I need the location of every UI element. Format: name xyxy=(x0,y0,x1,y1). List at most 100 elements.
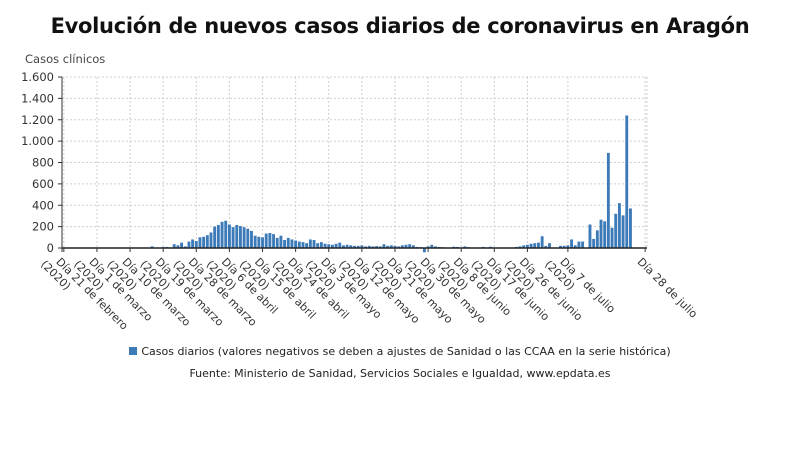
y-axis-ticks: 0 200 400 600 800 1.000 1.200 1.400 1.600 xyxy=(21,70,62,255)
bar xyxy=(172,244,176,248)
bar xyxy=(610,227,614,248)
legend-swatch xyxy=(129,347,138,355)
y-tick-label: 1.600 xyxy=(21,70,54,84)
bar xyxy=(353,245,356,248)
bar xyxy=(559,245,562,248)
legend-label: Casos diarios (valores negativos se debe… xyxy=(141,345,671,358)
bar xyxy=(187,241,191,248)
bar xyxy=(205,235,209,248)
bar xyxy=(426,246,430,248)
bar xyxy=(621,215,625,248)
bar xyxy=(382,244,386,248)
bar xyxy=(570,239,574,248)
x-axis-ticks: Día 21 de febrero(2020) Día 1 de marzo(20… xyxy=(38,248,701,333)
bar xyxy=(386,245,390,248)
bar xyxy=(330,244,334,248)
bar xyxy=(264,233,268,248)
bar xyxy=(544,245,548,248)
y-tick-label: 600 xyxy=(32,177,54,191)
bar xyxy=(573,245,577,248)
bar xyxy=(349,245,353,248)
y-tick-label: 400 xyxy=(32,198,54,212)
bar xyxy=(389,245,393,248)
bar xyxy=(209,232,213,248)
bar xyxy=(194,241,198,248)
bar xyxy=(411,245,415,248)
bar xyxy=(625,115,629,248)
bar xyxy=(599,219,603,248)
bar xyxy=(191,239,195,248)
bar xyxy=(297,241,301,248)
bar xyxy=(268,233,272,248)
bar xyxy=(272,234,275,248)
bar xyxy=(253,235,257,248)
bar xyxy=(275,237,279,248)
bar xyxy=(334,243,338,248)
bar xyxy=(367,245,371,248)
bar xyxy=(525,244,529,248)
bar xyxy=(239,226,242,248)
bar xyxy=(356,245,360,248)
bar xyxy=(434,246,437,248)
bar xyxy=(213,226,217,248)
bar xyxy=(588,224,592,248)
bar xyxy=(537,242,540,248)
y-axis-title: Casos clínicos xyxy=(25,52,106,66)
bar xyxy=(378,246,382,248)
bar xyxy=(566,245,570,248)
bar xyxy=(393,245,397,248)
bars xyxy=(150,115,632,253)
bar xyxy=(308,239,312,248)
bar xyxy=(323,243,327,248)
bar xyxy=(202,236,206,248)
axes xyxy=(61,77,647,252)
y-tick-label: 800 xyxy=(32,156,54,170)
bar xyxy=(408,244,412,248)
bar xyxy=(257,236,261,248)
bar xyxy=(562,245,566,248)
y-tick-label: 1.000 xyxy=(21,134,54,148)
bar xyxy=(246,228,250,248)
bar xyxy=(286,237,290,248)
bar xyxy=(216,225,220,248)
bar xyxy=(261,237,264,248)
bar xyxy=(577,241,581,248)
bar xyxy=(581,241,585,248)
bar xyxy=(316,243,320,248)
bar xyxy=(319,242,323,248)
bar-chart: 0 200 400 600 800 1.000 1.200 1.400 1.600 Día 21… xyxy=(21,70,701,333)
bar xyxy=(522,245,526,248)
bar xyxy=(220,221,224,248)
bar xyxy=(224,220,228,248)
bar xyxy=(463,246,467,248)
bar xyxy=(235,225,239,248)
bar xyxy=(198,237,202,248)
bar xyxy=(250,230,253,248)
source-note: Fuente: Ministerio de Sanidad, Servicios… xyxy=(189,367,611,380)
bar xyxy=(150,246,154,248)
y-tick-label: 0 xyxy=(47,241,54,255)
bar xyxy=(305,243,309,248)
legend: Casos diarios (valores negativos se debe… xyxy=(0,345,800,358)
bar xyxy=(338,242,342,248)
bar xyxy=(183,246,187,248)
bar xyxy=(592,238,596,248)
bar xyxy=(540,236,544,248)
bar xyxy=(397,246,401,248)
y-tick-label: 200 xyxy=(32,220,54,234)
bar xyxy=(242,227,246,248)
bar xyxy=(364,246,367,248)
bar xyxy=(176,245,180,248)
bar xyxy=(283,239,287,248)
bar xyxy=(345,244,349,248)
bar xyxy=(227,224,231,248)
bar xyxy=(279,235,283,248)
bar xyxy=(606,152,610,248)
bar xyxy=(312,239,316,248)
bar xyxy=(360,245,364,248)
bar xyxy=(595,230,599,248)
bar xyxy=(371,246,375,248)
chart-title: Evolución de nuevos casos diarios de cor… xyxy=(50,14,750,38)
x-tick-label: Día 28 de julio xyxy=(635,255,701,321)
grid-lines xyxy=(62,76,648,248)
